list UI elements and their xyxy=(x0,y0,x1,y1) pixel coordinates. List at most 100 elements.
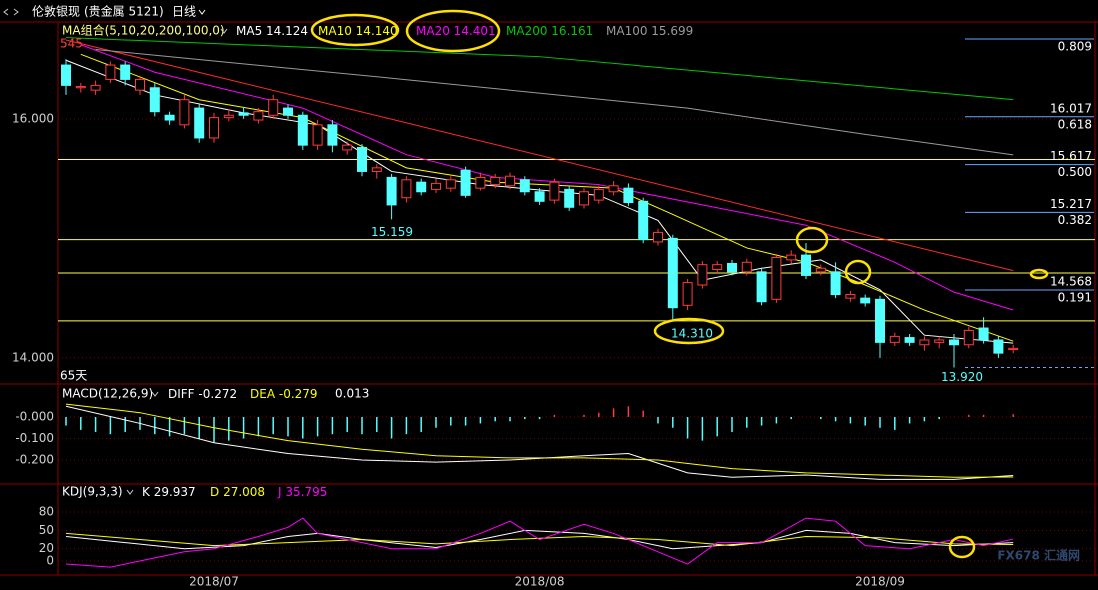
chevron[interactable] xyxy=(151,391,159,397)
legend-entry: MA5 14.124 xyxy=(236,24,308,38)
candle-body xyxy=(519,179,530,193)
y-tick-label: 0 xyxy=(46,553,54,567)
legend-value: 35.795 xyxy=(285,485,327,499)
candle-body xyxy=(993,339,1004,354)
candle-body xyxy=(934,339,945,343)
candle-body xyxy=(149,87,160,113)
highlight xyxy=(948,535,976,559)
legend-value: 29.937 xyxy=(154,485,196,499)
candle-body xyxy=(904,337,915,343)
candle-body xyxy=(845,294,856,299)
candle-body xyxy=(357,147,367,172)
candle-body xyxy=(919,339,930,346)
highlight xyxy=(844,259,872,285)
legend-entry: J 35.795 xyxy=(277,485,327,499)
candle-body xyxy=(579,191,589,206)
candle-body xyxy=(194,107,205,139)
ma-line xyxy=(95,49,1014,156)
candle-body xyxy=(490,176,501,186)
candle-body xyxy=(741,261,752,273)
y-tick-label: -0.000 xyxy=(15,409,54,423)
x-tick-label: 2018/08 xyxy=(515,575,565,589)
candle-body xyxy=(564,188,575,208)
low-label: 14.310 xyxy=(671,326,713,340)
candle-body xyxy=(327,124,338,146)
legend-name: MA5 xyxy=(236,24,262,38)
period[interactable]: 日线 xyxy=(172,5,196,19)
legend-name: D xyxy=(210,485,219,499)
legend-name: MA20 xyxy=(416,24,450,38)
candle-body xyxy=(268,99,279,116)
candle-body xyxy=(978,327,989,341)
legend-value: 14.124 xyxy=(266,24,308,38)
toolbar: 伦敦银现 (贵金属 5121) 日线 xyxy=(3,4,206,19)
highlight xyxy=(1029,268,1049,280)
legend-name: J xyxy=(277,485,282,499)
candle-body xyxy=(371,167,382,172)
fib-price: 14.568 xyxy=(1050,275,1092,289)
candle-body xyxy=(860,297,871,304)
low-label: 15.159 xyxy=(371,225,413,239)
fib-price: 15.217 xyxy=(1050,197,1092,211)
candle-body xyxy=(105,64,116,80)
y-tick-label: 14.000 xyxy=(12,350,54,364)
y-tick-label: -0.100 xyxy=(15,431,54,445)
candle-body xyxy=(90,84,101,91)
candle-body xyxy=(416,181,427,193)
candle-body xyxy=(253,111,264,121)
candle-body xyxy=(801,254,811,276)
legend-value: 0.013 xyxy=(335,387,369,401)
legend-value: -0.279 xyxy=(279,387,318,401)
chevron[interactable] xyxy=(126,489,134,495)
legend-name: K xyxy=(142,485,151,499)
fib-price: 16.017 xyxy=(1050,101,1092,115)
highlight xyxy=(795,226,829,254)
candle-body xyxy=(297,114,308,146)
candle-body xyxy=(623,187,634,204)
candle-body xyxy=(815,267,826,273)
symbol: 伦敦银现 xyxy=(32,4,80,19)
legend-value: 16.161 xyxy=(551,24,593,38)
group-label[interactable]: MA组合(5,10,20,200,100,0) xyxy=(62,23,225,38)
candle-body xyxy=(312,124,323,146)
legend-entry: DEA -0.279 xyxy=(250,387,318,401)
legend-value: 14.401 xyxy=(454,24,496,38)
kdj-label[interactable]: KDJ(9,3,3) xyxy=(62,485,123,499)
y-tick-label: 80 xyxy=(39,505,54,519)
candle-body xyxy=(638,200,649,241)
legend-name: MA200 xyxy=(506,24,547,38)
macd-line xyxy=(65,405,1014,480)
legend-entry: MA20 14.401 xyxy=(416,24,496,38)
candle-body xyxy=(61,64,71,86)
candle-body xyxy=(431,182,441,190)
candle-body xyxy=(963,329,974,346)
chevron[interactable] xyxy=(198,9,206,15)
legend-entry: MA10 14.140 xyxy=(318,24,398,38)
nav-icon[interactable] xyxy=(3,8,19,16)
legend-name: DIFF xyxy=(168,387,195,401)
y-tick-label: 20 xyxy=(39,541,54,555)
highlight xyxy=(405,9,501,53)
fib-ratio: 0.500 xyxy=(1058,165,1092,179)
kdj-line xyxy=(65,517,1014,568)
highlights xyxy=(310,9,1049,559)
candle-body xyxy=(238,112,249,116)
low-label: 13.920 xyxy=(941,370,983,384)
chevron[interactable] xyxy=(220,28,228,34)
ma-line xyxy=(80,44,1014,311)
candle-body xyxy=(475,176,486,189)
plot: 14.000 16.000 16.017 0.618 15.617 0.500 15.217… xyxy=(12,24,1095,589)
candle-body xyxy=(401,179,412,199)
candle-body xyxy=(179,99,190,126)
y-tick-label: -0.200 xyxy=(15,452,54,466)
candle-body xyxy=(786,254,797,261)
legend-entry: K 29.937 xyxy=(142,485,196,499)
legend-value: 14.140 xyxy=(356,24,398,38)
candle-body xyxy=(830,271,841,296)
candle-body xyxy=(875,298,885,343)
candle-body xyxy=(460,169,471,196)
macd-label[interactable]: MACD(12,26,9) xyxy=(62,387,153,401)
count-text: 65天 xyxy=(60,369,87,383)
